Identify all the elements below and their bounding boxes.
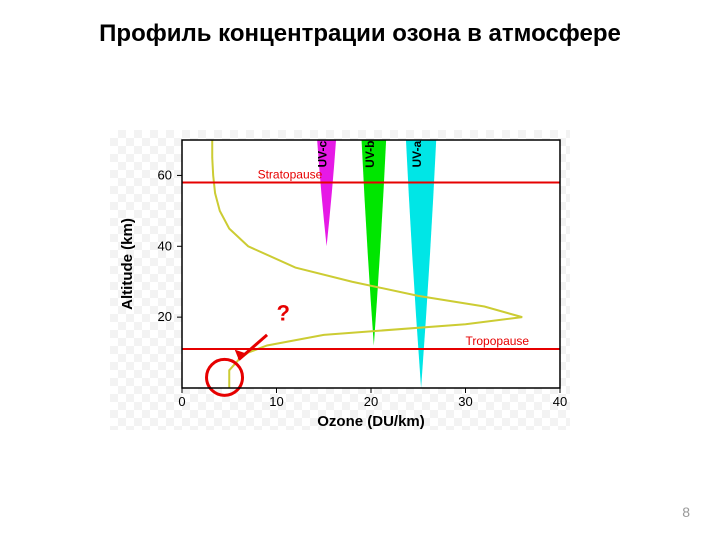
x-axis-label: Ozone (DU/km) <box>317 413 425 430</box>
y-axis-label: Altitude (km) <box>119 218 136 310</box>
tropopause-label: Tropopause <box>466 334 530 348</box>
uv-band-label-uv-b: UV-b <box>363 140 377 167</box>
annotation-question-mark: ? <box>277 301 290 326</box>
ozone-profile-chart: Stratopause Tropopause UV-c UV-b UV-a? 0 10 20 3… <box>110 130 570 430</box>
x-tick-label: 40 <box>553 394 567 409</box>
uv-band-label-uv-a: UV-a <box>410 141 424 168</box>
y-tick-label: 60 <box>158 167 172 182</box>
stratopause-label: Stratopause <box>258 168 323 182</box>
uv-band-label-uv-c: UV-c <box>316 141 330 168</box>
x-tick-label: 20 <box>364 394 378 409</box>
page-number: 8 <box>682 504 690 520</box>
y-tick-label: 20 <box>158 309 172 324</box>
x-tick-label: 0 <box>178 394 185 409</box>
y-tick-label: 40 <box>158 238 172 253</box>
page-title: Профиль концентрации озона в атмосфере <box>0 20 720 48</box>
x-tick-label: 10 <box>269 394 283 409</box>
x-tick-label: 30 <box>458 394 472 409</box>
